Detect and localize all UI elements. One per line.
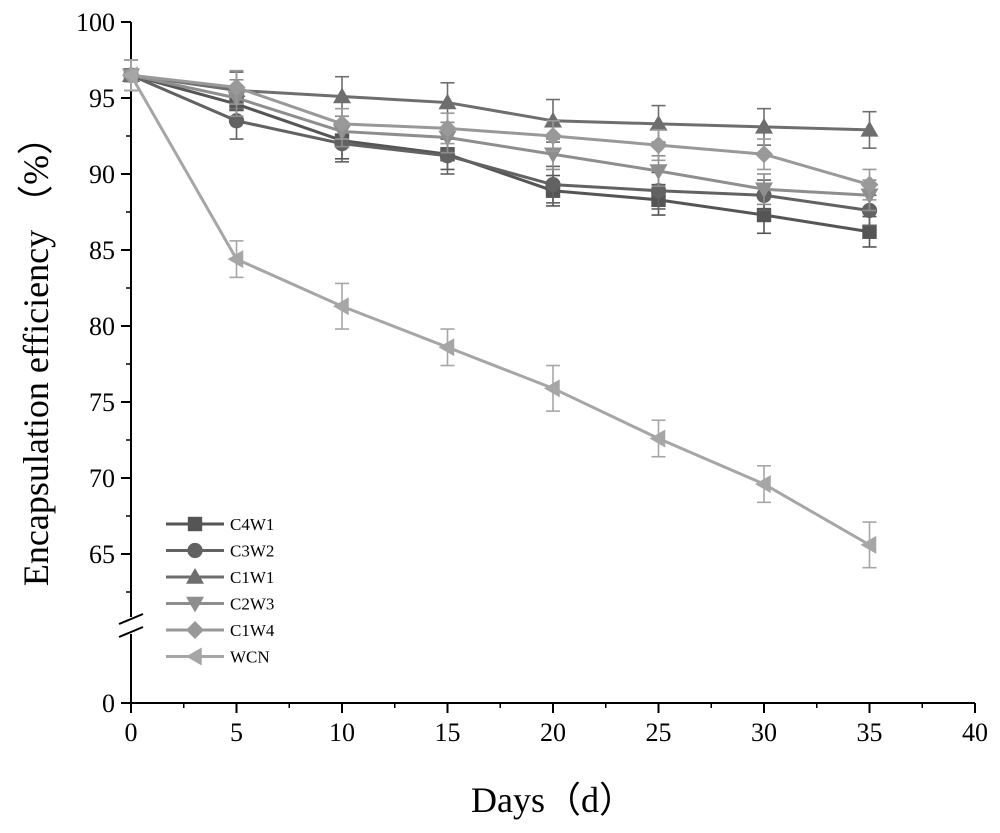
data-point: [438, 119, 457, 138]
legend-label: C1W4: [230, 621, 275, 640]
data-point: [860, 175, 879, 194]
data-point: [755, 182, 773, 199]
y-tick-label: 100: [76, 8, 115, 37]
data-point: [860, 120, 879, 137]
legend-marker: [186, 568, 204, 584]
legend-item-c4w1: C4W1: [166, 515, 274, 534]
data-point: [649, 164, 668, 180]
data-point: [227, 78, 246, 97]
axis-break-mark: [118, 626, 144, 638]
axes: 0 5 10 15 20 25 30 35 40 0 65 70 75 80 85 90 95 100: [76, 8, 988, 747]
x-tick-label: 30: [751, 718, 777, 747]
series-line: [130, 73, 870, 234]
legend-marker: [186, 596, 204, 613]
legend: C4W1 C3W2 C1W1 C2W3 C1W4 WCN: [166, 515, 275, 667]
legend-label: C4W1: [230, 515, 274, 534]
x-tick-label: 0: [125, 718, 138, 747]
legend-label: WCN: [230, 648, 270, 667]
data-point: [544, 127, 562, 145]
legend-item-c2w3: C2W3: [166, 595, 274, 614]
legend-item-c1w4: C1W4: [166, 621, 275, 640]
axis-break-mark: [118, 613, 144, 625]
x-tick-label: 15: [435, 718, 461, 747]
x-tick-label: 40: [962, 718, 988, 747]
legend-label: C3W2: [230, 542, 274, 561]
legend-marker: [187, 542, 203, 559]
legend-item-c1w1: C1W1: [166, 568, 274, 587]
data-point: [544, 379, 560, 398]
data-point: [649, 136, 668, 155]
y-tick-label: 65: [89, 540, 115, 569]
y-tick-label: 95: [89, 84, 115, 113]
series-wcn: [122, 59, 877, 569]
x-tick-label: 5: [230, 718, 243, 747]
legend-marker: [186, 647, 202, 666]
x-tick-label: 10: [329, 718, 355, 747]
series-layer: [122, 59, 879, 569]
legend-marker: [186, 621, 204, 639]
data-point: [649, 114, 668, 131]
data-point: [545, 176, 561, 193]
data-point: [860, 535, 877, 554]
data-point: [227, 250, 244, 269]
data-point: [755, 145, 773, 164]
y-tick-label: 80: [89, 312, 115, 341]
y-axis-title: Encapsulation efficiency （%）: [16, 119, 56, 586]
data-point: [756, 207, 772, 223]
data-point: [755, 117, 773, 134]
x-tick-label: 35: [857, 718, 883, 747]
legend-item-wcn: WCN: [166, 647, 270, 667]
data-point: [862, 224, 877, 239]
y-tick-label: 85: [89, 236, 115, 265]
x-tick-label: 25: [646, 718, 672, 747]
series-line: [130, 73, 870, 212]
x-axis-title: Days（d）: [471, 780, 635, 820]
data-point: [333, 297, 349, 316]
y-tick-label: 90: [89, 160, 115, 189]
legend-item-c3w2: C3W2: [166, 542, 274, 561]
data-point: [333, 87, 351, 104]
data-point: [544, 111, 562, 128]
series-line: [130, 73, 870, 132]
data-point: [755, 475, 771, 494]
y-tick-label: 70: [89, 464, 115, 493]
data-point: [438, 93, 457, 110]
data-point: [438, 338, 455, 357]
data-point: [333, 114, 351, 133]
x-tick-label: 20: [540, 718, 566, 747]
series-line: [129, 74, 871, 547]
series-line: [130, 73, 870, 197]
data-point: [649, 429, 666, 448]
legend-label: C1W1: [230, 568, 274, 587]
y-tick-label: 0: [102, 689, 115, 718]
series-line: [130, 73, 870, 187]
data-point: [122, 66, 138, 85]
y-tick-label: 75: [89, 388, 115, 417]
legend-marker: [187, 516, 203, 532]
legend-label: C2W3: [230, 595, 274, 614]
